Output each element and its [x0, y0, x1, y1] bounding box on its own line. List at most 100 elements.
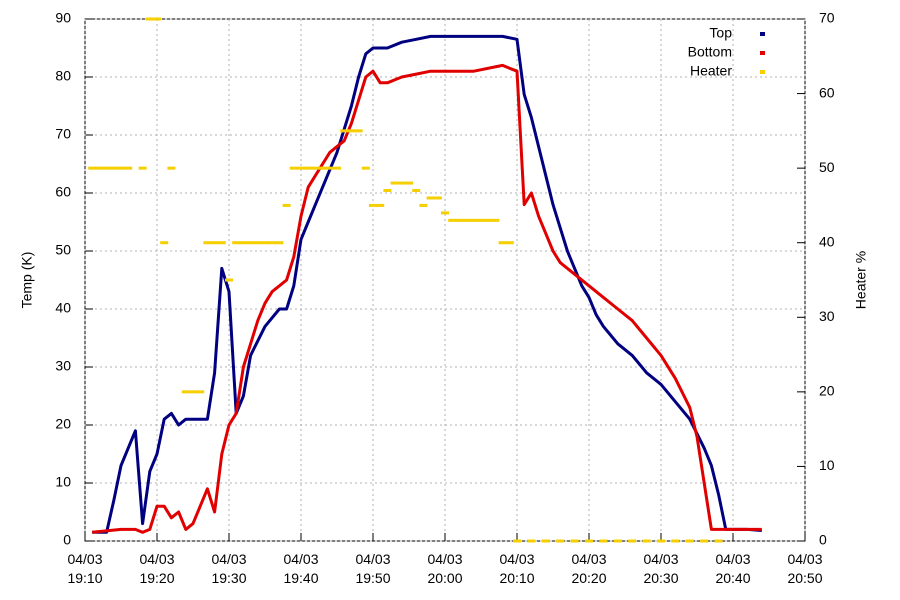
heater-point — [117, 166, 125, 170]
heater-point — [225, 278, 233, 282]
heater-point — [347, 129, 356, 133]
x-tick-label: 04/03 20:00 — [427, 551, 462, 586]
heater-point — [433, 196, 442, 200]
x-tick-label-line: 20:20 — [571, 570, 606, 586]
heater-point — [469, 218, 478, 222]
x-tick-label: 04/03 19:20 — [139, 551, 174, 586]
heater-point — [541, 539, 550, 543]
heater-point — [505, 241, 514, 245]
heater-point — [160, 241, 169, 245]
heater-point — [311, 166, 320, 170]
y2-tick-label: 10 — [819, 457, 835, 473]
heater-point — [585, 539, 593, 543]
heater-point — [599, 539, 608, 543]
heater-point — [462, 218, 471, 222]
heater-point — [203, 241, 212, 245]
x-tick-label-line: 04/03 — [643, 551, 678, 567]
y-tick-label: 70 — [55, 126, 71, 142]
x-tick-label-line: 04/03 — [211, 551, 246, 567]
series-line — [92, 34, 762, 534]
heater-point — [477, 218, 485, 222]
heater-point — [685, 539, 694, 543]
x-tick-label: 04/03 20:50 — [787, 551, 822, 586]
heater-point — [189, 390, 197, 394]
heater-point — [405, 181, 413, 185]
heater-point — [671, 539, 680, 543]
heater-point — [124, 166, 133, 170]
legend-label: Top — [709, 25, 732, 41]
y2-tick-label: 40 — [819, 233, 835, 249]
heater-point — [441, 211, 449, 215]
x-tick-label: 04/03 20:10 — [499, 551, 534, 586]
x-tick-label: 04/03 20:20 — [571, 551, 606, 586]
x-tick-label-line: 19:10 — [67, 570, 102, 586]
x-tick-label-line: 04/03 — [283, 551, 318, 567]
x-tick-label-line: 04/03 — [787, 551, 822, 567]
x-tick-label: 04/03 20:30 — [643, 551, 678, 586]
y2-tick-label: 60 — [819, 84, 835, 100]
heater-point — [253, 241, 262, 245]
heater-point — [419, 203, 428, 207]
heater-point — [513, 539, 521, 543]
x-tick-label-line: 19:20 — [139, 570, 174, 586]
x-tick-label-line: 20:00 — [427, 570, 462, 586]
heater-point — [318, 166, 327, 170]
heater-point — [340, 129, 349, 133]
heater-point — [613, 539, 622, 543]
x-tick-label-line: 04/03 — [715, 551, 750, 567]
heater-point — [297, 166, 305, 170]
x-tick-label-line: 04/03 — [427, 551, 462, 567]
heater-point — [354, 129, 363, 133]
heater-point — [232, 241, 241, 245]
heater-point — [239, 241, 248, 245]
y-tick-label: 90 — [55, 10, 71, 26]
heater-point — [448, 218, 457, 222]
legend-swatch — [760, 51, 765, 55]
heater-point — [361, 166, 370, 170]
heater-point — [570, 539, 579, 543]
x-tick-label: 04/03 19:10 — [67, 551, 102, 586]
heater-point — [376, 203, 385, 207]
x-tick-label-line: 04/03 — [499, 551, 534, 567]
x-tick-label-line: 04/03 — [571, 551, 606, 567]
legend-swatch — [760, 32, 765, 36]
heater-point — [109, 166, 118, 170]
heater-point — [412, 189, 421, 193]
heater-point — [527, 539, 536, 543]
heater-point — [261, 241, 269, 245]
heater-point — [628, 539, 637, 543]
heater-point — [153, 17, 161, 21]
legend-label: Heater — [690, 63, 732, 79]
x-tick-label-line: 04/03 — [355, 551, 390, 567]
y2-tick-label: 70 — [819, 10, 835, 26]
heater-point — [181, 390, 190, 394]
y-tick-label: 30 — [55, 358, 71, 374]
heater-point — [484, 218, 493, 222]
heater-point — [138, 166, 147, 170]
heater-point — [275, 241, 284, 245]
heater-point — [426, 196, 435, 200]
x-tick-label-line: 04/03 — [139, 551, 174, 567]
series-line — [92, 63, 762, 534]
y-tick-label: 50 — [55, 242, 71, 258]
y2-tick-label: 30 — [819, 308, 835, 324]
x-tick-label-line: 20:30 — [643, 570, 678, 586]
heater-point — [289, 166, 298, 170]
x-tick-label-line: 19:50 — [355, 570, 390, 586]
x-tick-label: 04/03 19:50 — [355, 551, 390, 586]
legend-label: Bottom — [688, 44, 732, 60]
heater-point — [167, 166, 176, 170]
heater-point — [397, 181, 406, 185]
x-tick-label-line: 20:40 — [715, 570, 750, 586]
heater-point — [268, 241, 277, 245]
heater-point — [145, 17, 154, 21]
heater-point — [325, 166, 334, 170]
x-tick-label: 04/03 19:40 — [283, 551, 318, 586]
heater-point — [210, 241, 219, 245]
heater-point — [304, 166, 313, 170]
y-tick-label: 20 — [55, 416, 71, 432]
y-tick-label: 10 — [55, 474, 71, 490]
y-tick-label: 0 — [63, 532, 71, 548]
heater-point — [217, 241, 226, 245]
